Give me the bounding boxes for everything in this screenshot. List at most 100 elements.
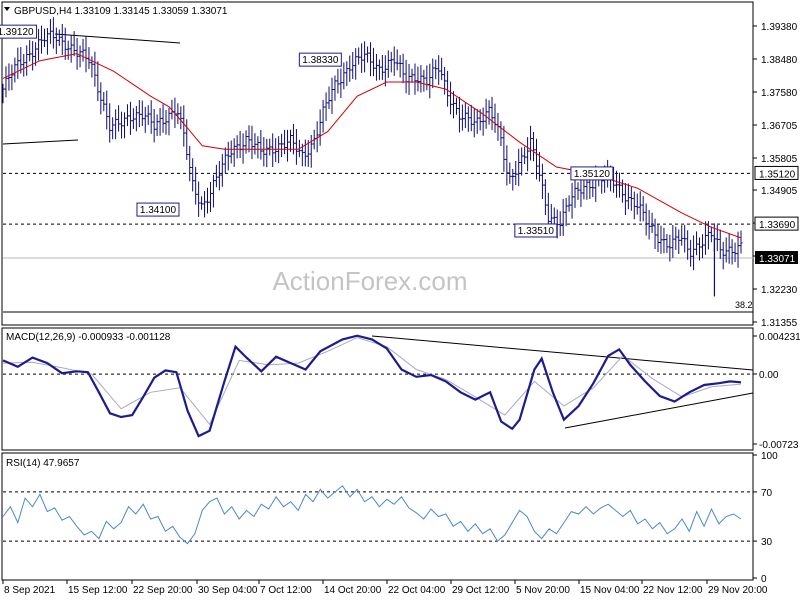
price-bar <box>72 31 76 57</box>
price-bar <box>164 109 168 135</box>
price-bar <box>570 182 574 219</box>
price-bar <box>286 129 290 162</box>
rsi-y-tick-label: 100 <box>761 451 778 462</box>
price-bar <box>194 166 198 205</box>
price-bar <box>137 99 141 128</box>
x-tick-label: 7 Oct 12:00 <box>260 585 312 596</box>
price-bar <box>422 69 426 92</box>
x-tick-label: 29 Nov 20:00 <box>708 585 768 596</box>
price-bar <box>653 218 657 250</box>
price-bar <box>220 154 224 187</box>
price-label-text-0: 1.39120 <box>0 27 34 38</box>
price-trendlines <box>2 33 181 145</box>
price-bar <box>208 181 212 212</box>
price-bar <box>197 181 201 217</box>
price-bar <box>96 61 100 102</box>
price-bar <box>357 47 361 65</box>
x-tick-label: 22 Nov 12:00 <box>643 585 703 596</box>
price-bar <box>481 107 485 136</box>
price-bar <box>416 66 420 92</box>
price-bar <box>265 138 269 168</box>
x-tick-label: 8 Sep 2021 <box>4 585 56 596</box>
x-tick-label: 29 Oct 12:00 <box>452 585 510 596</box>
price-label-text-4: 1.35120 <box>574 169 611 180</box>
price-bar <box>490 96 494 131</box>
price-bar <box>19 47 23 74</box>
price-bar <box>668 234 672 262</box>
price-bar <box>644 203 648 236</box>
price-bar <box>632 191 636 220</box>
price-bar <box>327 86 331 109</box>
price-bar <box>635 193 639 215</box>
price-label-text-2: 1.34100 <box>140 205 177 216</box>
price-bar <box>262 137 266 167</box>
price-bar <box>674 226 678 250</box>
price-bar <box>69 35 73 63</box>
price-bar <box>671 224 675 258</box>
price-bar <box>303 139 307 167</box>
price-bar <box>662 227 666 254</box>
price-bar <box>389 51 393 73</box>
price-bar <box>176 103 180 125</box>
price-bar <box>727 233 731 264</box>
rsi-y-tick-label: 0 <box>761 574 767 585</box>
price-y-tick-label: 1.31355 <box>761 318 798 329</box>
price-bar <box>739 230 743 254</box>
price-bar <box>695 231 699 256</box>
price-bar <box>247 125 251 153</box>
price-bar <box>689 239 693 267</box>
price-header: GBPUSD,H4 1.33109 1.33145 1.33059 1.3307… <box>14 6 228 17</box>
price-bar <box>128 101 132 135</box>
price-bar <box>259 129 263 160</box>
price-bar <box>51 17 55 49</box>
price-bar <box>434 59 438 80</box>
price-bar <box>333 75 337 101</box>
last-price-box <box>755 251 798 264</box>
price-bar <box>114 109 118 140</box>
price-bar <box>182 105 186 147</box>
price-bar <box>520 147 524 176</box>
price-bar <box>345 61 349 86</box>
price-bar <box>656 224 660 253</box>
price-bar <box>443 66 447 95</box>
price-bar <box>650 212 654 234</box>
macd-signal-line <box>2 337 742 426</box>
price-bar <box>449 81 453 115</box>
price-label-text-1: 1.38330 <box>302 55 339 66</box>
price-bars <box>1 17 743 297</box>
rsi-levels <box>3 491 753 542</box>
price-bar <box>730 239 734 265</box>
price-bar <box>37 28 41 61</box>
price-y-tick-label: 1.35805 <box>761 154 798 165</box>
price-bar <box>102 91 106 112</box>
panel-menu-triangle[interactable] <box>4 7 10 11</box>
price-bar <box>680 225 684 246</box>
price-y-tick-label: 1.32230 <box>761 285 798 296</box>
rsi-y-tick-label: 70 <box>761 488 773 499</box>
price-bar <box>534 138 538 180</box>
price-bar <box>463 102 467 129</box>
price-annotations: 1.39120 1.38330 1.34100 1.33510 1.35120 <box>0 24 614 238</box>
rsi-header: RSI(14) 47.9657 <box>6 458 80 469</box>
macd-panel-frame <box>1 327 754 451</box>
x-tick-label: 15 Sep 12:00 <box>68 585 128 596</box>
price-bar <box>253 133 257 155</box>
price-y-tick-label: 1.36705 <box>761 121 798 132</box>
price-bar <box>709 226 713 243</box>
price-bar <box>505 145 509 186</box>
price-bar <box>540 163 544 200</box>
price-bar <box>81 38 85 62</box>
price-label-box-2 <box>136 202 180 217</box>
price-bar <box>369 42 373 77</box>
price-label-text-3: 1.33510 <box>518 226 555 237</box>
price-bar <box>532 131 536 162</box>
price-bar <box>226 141 230 171</box>
price-bar <box>111 117 115 140</box>
price-bar <box>374 53 378 81</box>
price-bar <box>413 63 417 95</box>
price-bar <box>733 242 737 263</box>
price-bar <box>360 43 364 73</box>
price-bar <box>7 63 11 91</box>
price-bar <box>143 106 147 133</box>
